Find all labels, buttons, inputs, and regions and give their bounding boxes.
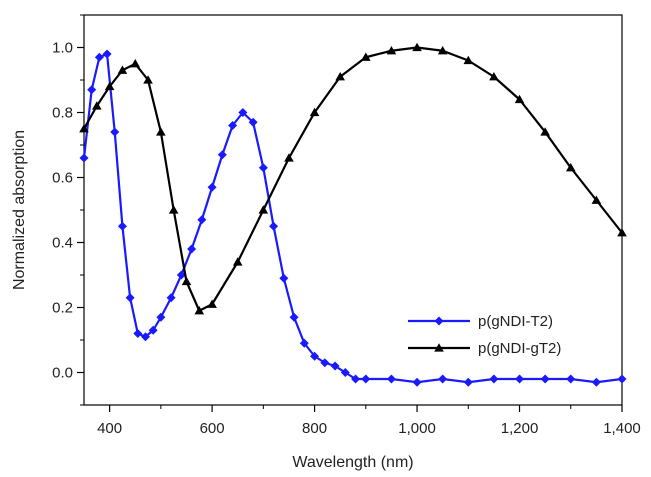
data-point	[258, 163, 268, 173]
data-point	[437, 45, 448, 55]
y-axis: 0.0 0.2 0.4 0.6 0.8 1.0	[52, 14, 84, 406]
data-point	[309, 107, 320, 117]
data-point	[289, 312, 299, 322]
x-axis: 400 600 800 1,000 1,200 1,400	[97, 405, 641, 437]
data-point	[617, 374, 627, 384]
series-0	[79, 49, 627, 387]
data-point	[617, 227, 627, 237]
data-point	[279, 273, 289, 283]
legend-label: p(gNDI-gT2)	[478, 340, 561, 357]
data-point	[489, 71, 499, 81]
data-point	[228, 121, 238, 130]
data-point	[176, 270, 186, 280]
y-axis-title: Normalized absorption	[11, 130, 28, 290]
data-point	[110, 127, 120, 137]
data-point	[361, 374, 371, 384]
legend: p(gNDI-T2) p(gNDI-gT2)	[408, 313, 561, 357]
data-point	[591, 195, 602, 204]
data-point	[386, 374, 396, 384]
data-point	[386, 45, 397, 55]
data-point	[540, 374, 550, 384]
data-point	[166, 293, 176, 303]
data-point	[94, 52, 104, 62]
data-point	[514, 94, 525, 104]
data-point	[258, 205, 269, 214]
data-point	[591, 377, 601, 387]
legend-item-0: p(gNDI-T2)	[408, 313, 553, 330]
data-point	[117, 65, 128, 74]
x-tick-label: 1,000	[398, 420, 436, 437]
y-tick-label: 0.0	[52, 365, 73, 382]
data-point	[125, 293, 135, 303]
data-point	[79, 153, 89, 163]
data-point	[187, 244, 197, 254]
series-1	[79, 42, 627, 315]
y-tick-label: 0.8	[52, 105, 73, 122]
data-point	[463, 377, 473, 387]
data-point	[156, 127, 166, 136]
data-point	[310, 351, 320, 361]
data-point	[79, 123, 89, 133]
legend-label: p(gNDI-T2)	[478, 313, 553, 330]
data-point	[284, 153, 294, 162]
x-tick-label: 400	[97, 420, 122, 437]
data-point	[207, 182, 217, 192]
data-point	[238, 108, 248, 117]
series-line	[83, 46, 623, 312]
data-point	[489, 374, 499, 384]
data-point	[412, 42, 422, 52]
data-point	[463, 55, 474, 65]
data-point	[351, 374, 361, 384]
data-point	[217, 150, 227, 160]
data-point	[194, 305, 205, 315]
data-point	[92, 101, 102, 110]
data-point	[168, 205, 179, 214]
x-tick-label: 800	[302, 420, 327, 437]
data-point	[117, 221, 127, 231]
data-point	[340, 368, 350, 377]
data-point	[515, 374, 525, 384]
data-point	[140, 332, 150, 342]
y-tick-label: 0.4	[52, 235, 73, 252]
x-tick-label: 1,200	[501, 420, 539, 437]
data-point	[156, 312, 166, 322]
data-point	[232, 257, 243, 266]
data-point	[540, 127, 550, 136]
legend-swatch-marker	[434, 316, 444, 326]
data-point	[143, 75, 153, 84]
data-point	[181, 276, 192, 286]
data-point	[269, 221, 279, 231]
plot-area	[79, 14, 627, 406]
data-point	[566, 374, 576, 384]
data-point	[130, 58, 141, 68]
data-point	[320, 358, 330, 368]
y-tick-label: 0.6	[52, 170, 73, 187]
data-point	[102, 49, 112, 59]
data-point	[412, 377, 422, 387]
data-point	[207, 299, 217, 308]
y-tick-label: 1.0	[52, 40, 73, 57]
data-point	[438, 374, 448, 384]
data-point	[148, 325, 158, 335]
x-axis-title: Wavelength (nm)	[292, 454, 413, 471]
data-point	[197, 215, 207, 225]
data-point	[104, 81, 115, 91]
x-tick-label: 1,400	[603, 420, 641, 437]
data-point	[248, 117, 258, 127]
legend-swatch-marker	[434, 343, 444, 352]
legend-item-1: p(gNDI-gT2)	[408, 340, 561, 357]
y-tick-label: 0.2	[52, 300, 73, 317]
data-point	[335, 71, 345, 81]
series-layer	[79, 42, 627, 387]
data-point	[299, 338, 309, 348]
series-line	[82, 52, 623, 384]
data-point	[87, 85, 97, 95]
data-point	[565, 162, 576, 172]
data-point	[361, 52, 371, 61]
x-tick-label: 600	[200, 420, 225, 437]
data-point	[133, 329, 143, 338]
data-point	[330, 361, 340, 371]
